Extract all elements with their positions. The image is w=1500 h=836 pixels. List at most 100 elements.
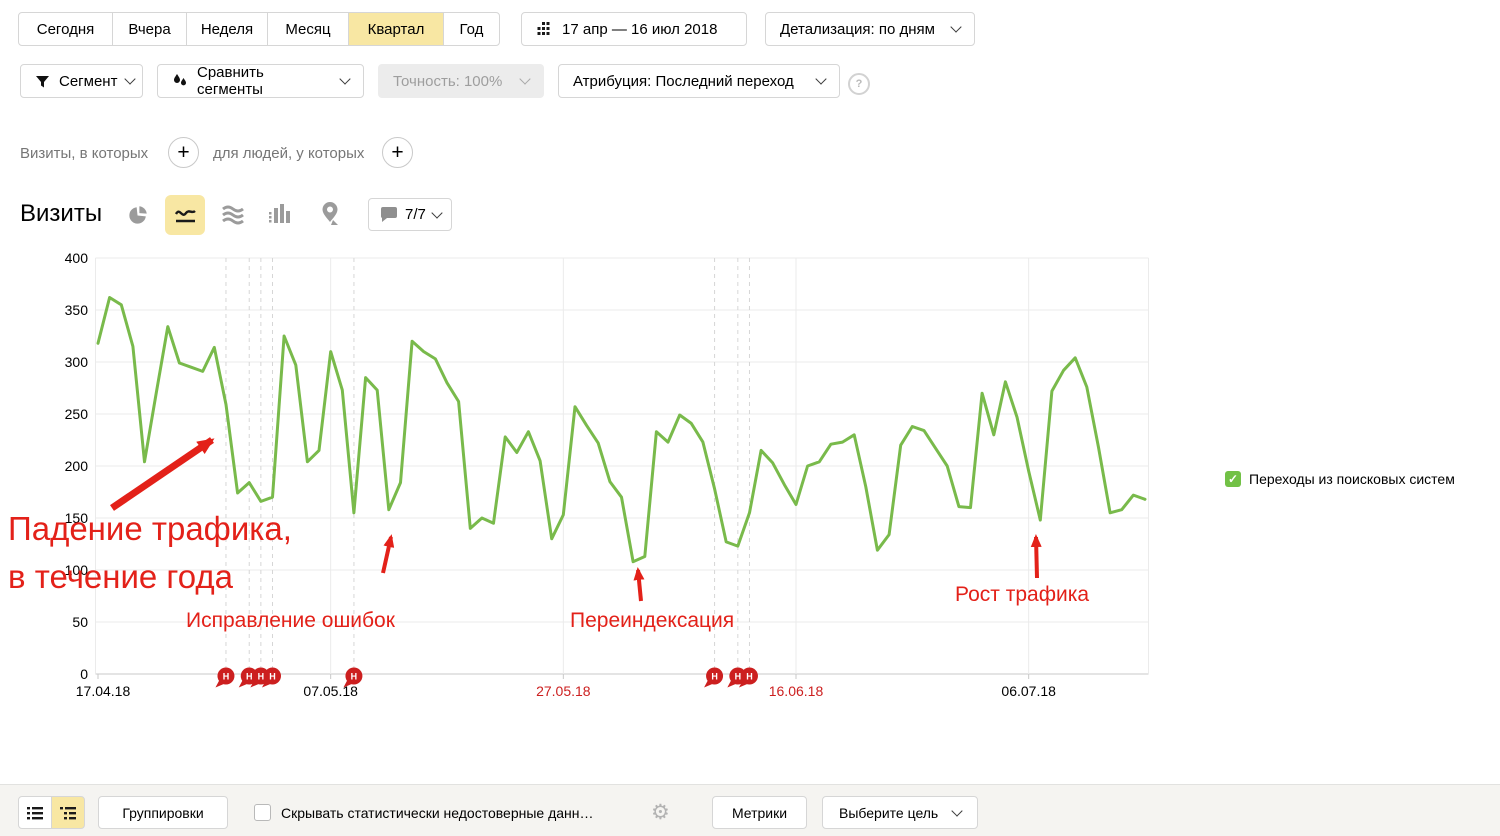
choose-goal-dropdown[interactable]: Выберите цель xyxy=(822,796,978,829)
svg-text:Рост трафика: Рост трафика xyxy=(955,583,1089,606)
x-axis-tick-label: 17.04.18 xyxy=(76,683,131,699)
event-marker[interactable]: Н xyxy=(215,667,235,688)
chart-type-columns-button[interactable] xyxy=(265,200,293,228)
compare-segments-label: Сравнить сегменты xyxy=(197,64,264,98)
event-marker[interactable]: Н xyxy=(238,667,258,688)
plus-icon: + xyxy=(391,140,404,164)
svg-text:Н: Н xyxy=(746,672,753,682)
accuracy-label: Точность: 100% xyxy=(393,72,503,90)
y-axis-tick-label: 50 xyxy=(72,614,88,630)
legend-label: Переходы из поисковых систем xyxy=(1249,471,1455,487)
event-marker[interactable]: Н xyxy=(343,667,363,688)
tree-view-icon xyxy=(59,805,77,821)
x-axis-tick-label: 07.05.18 xyxy=(303,683,358,699)
hide-unreliable-label: Скрывать статистически недостоверные дан… xyxy=(281,805,594,821)
period-week-button[interactable]: Неделя xyxy=(186,12,268,46)
calendar-icon xyxy=(536,21,553,37)
date-range-button[interactable]: 17 апр — 16 июл 2018 xyxy=(521,12,747,46)
pie-chart-icon xyxy=(127,204,149,226)
checkmark-icon: ✓ xyxy=(1227,472,1239,486)
comments-count: 7/7 xyxy=(405,206,426,223)
hide-unreliable-checkbox[interactable] xyxy=(254,804,271,821)
svg-text:Н: Н xyxy=(246,672,253,682)
period-quarter-button[interactable]: Квартал xyxy=(348,12,444,46)
y-axis-tick-label: 300 xyxy=(65,354,89,370)
chart-type-pie-button[interactable] xyxy=(124,201,152,229)
event-marker[interactable]: Н xyxy=(738,667,758,688)
chart-type-map-button[interactable] xyxy=(316,199,344,229)
event-marker[interactable]: Н xyxy=(250,667,270,688)
period-yesterday-button[interactable]: Вчера xyxy=(112,12,187,46)
line-chart-icon xyxy=(172,202,198,228)
event-marker[interactable]: Н xyxy=(704,667,724,688)
gear-glyph: ⚙ xyxy=(651,800,670,824)
chart-type-line-button[interactable] xyxy=(165,195,205,235)
y-axis-tick-label: 250 xyxy=(65,406,89,422)
comments-dropdown[interactable]: 7/7 xyxy=(368,198,452,231)
gear-icon[interactable]: ⚙ xyxy=(651,802,670,823)
view-list-button[interactable] xyxy=(18,796,52,829)
choose-goal-label: Выберите цель xyxy=(839,804,939,821)
legend-item-search-traffic[interactable]: ✓ Переходы из поисковых систем xyxy=(1225,471,1455,487)
svg-text:Н: Н xyxy=(711,672,718,682)
svg-text:Падение трафика,: Падение трафика, xyxy=(8,510,292,547)
chart-annotation: Падение трафика, в течение года xyxy=(8,437,292,595)
comment-bubble-icon xyxy=(380,206,398,223)
view-tree-button[interactable] xyxy=(51,796,85,829)
svg-text:Н: Н xyxy=(735,672,742,682)
event-marker[interactable]: Н xyxy=(261,667,281,688)
y-axis-tick-label: 150 xyxy=(65,510,89,526)
funnel-icon xyxy=(35,74,50,89)
x-axis-tick-label: 27.05.18 xyxy=(536,683,591,699)
y-axis-tick-label: 200 xyxy=(65,458,89,474)
attribution-dropdown[interactable]: Атрибуция: Последний переход xyxy=(558,64,840,98)
chart-annotation: Переиндексация xyxy=(570,567,734,632)
chart-annotation: Исправление ошибок xyxy=(186,534,396,632)
visits-series-line[interactable] xyxy=(96,296,1147,564)
svg-text:в течение года: в течение года xyxy=(8,558,234,595)
groupings-label: Группировки xyxy=(122,804,204,821)
legend-checkbox-checked[interactable]: ✓ xyxy=(1225,471,1241,487)
y-axis-tick-label: 100 xyxy=(65,562,89,578)
plus-icon: + xyxy=(177,140,190,164)
add-visit-filter-button[interactable]: + xyxy=(168,137,199,168)
stacked-areas-icon xyxy=(221,203,245,227)
people-filter-label: для людей, у которых xyxy=(213,145,365,162)
chart-type-areas-button[interactable] xyxy=(219,201,247,229)
x-axis-tick-label: 16.06.18 xyxy=(769,683,824,699)
add-people-filter-button[interactable]: + xyxy=(382,137,413,168)
chevron-down-icon xyxy=(951,804,963,817)
help-icon[interactable]: ? xyxy=(848,73,870,95)
event-marker[interactable]: Н xyxy=(727,667,747,688)
visits-filter-label: Визиты, в которых xyxy=(20,145,149,162)
metrics-button[interactable]: Метрики xyxy=(712,796,807,829)
period-selector: Сегодня Вчера Неделя Месяц Квартал Год xyxy=(18,12,500,46)
detail-label: Детализация: по дням xyxy=(780,20,935,38)
segment-dropdown[interactable]: Сегмент xyxy=(20,64,143,98)
detail-dropdown[interactable]: Детализация: по дням xyxy=(765,12,975,46)
svg-text:Исправление ошибок: Исправление ошибок xyxy=(186,609,396,632)
y-axis-tick-label: 400 xyxy=(65,250,89,266)
period-year-button[interactable]: Год xyxy=(443,12,500,46)
date-range-label: 17 апр — 16 июл 2018 xyxy=(562,20,718,38)
question-glyph: ? xyxy=(855,78,863,90)
svg-text:Переиндексация: Переиндексация xyxy=(570,609,734,632)
svg-text:Н: Н xyxy=(269,672,276,682)
accuracy-dropdown[interactable]: Точность: 100% xyxy=(378,64,544,98)
period-month-button[interactable]: Месяц xyxy=(267,12,349,46)
y-axis-tick-label: 0 xyxy=(80,666,88,682)
y-axis-tick-label: 350 xyxy=(65,302,89,318)
chart-annotation: Рост трафика xyxy=(955,534,1089,606)
metrics-label: Метрики xyxy=(731,804,788,821)
svg-text:Н: Н xyxy=(351,672,358,682)
list-view-icon xyxy=(26,805,44,821)
period-today-button[interactable]: Сегодня xyxy=(18,12,113,46)
compare-segments-dropdown[interactable]: Сравнить сегменты xyxy=(157,64,364,98)
attribution-label: Атрибуция: Последний переход xyxy=(573,72,794,90)
map-pin-icon xyxy=(319,201,341,227)
x-axis-tick-label: 06.07.18 xyxy=(1001,683,1056,699)
groupings-button[interactable]: Группировки xyxy=(98,796,228,829)
svg-text:Н: Н xyxy=(258,672,265,682)
